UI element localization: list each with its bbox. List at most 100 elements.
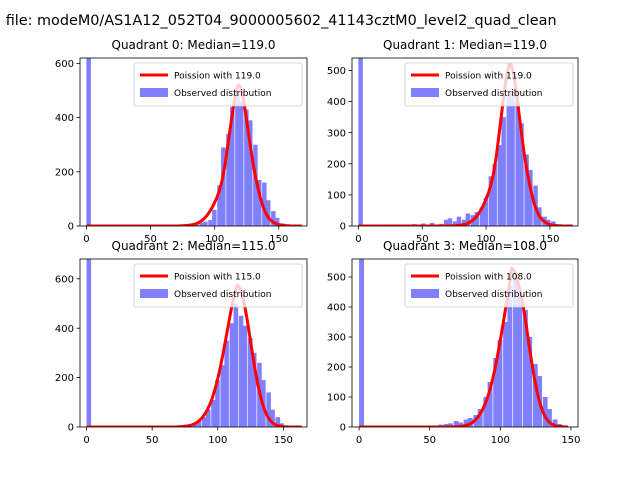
histogram-bar [358,58,363,226]
histogram-bar [220,365,225,427]
histogram-bar [479,207,485,226]
x-tick-label: 0 [83,435,89,446]
histogram-bar [453,421,459,427]
histogram-bar [226,133,231,226]
histogram-bar [429,222,435,226]
y-tick-label: 200 [327,363,346,374]
legend-box [404,62,574,107]
y-tick-label: 400 [55,324,74,335]
histogram-bar [465,213,471,226]
histogram-bar [251,352,257,427]
y-tick-label: 0 [68,222,74,233]
histogram-bar [253,144,258,226]
axes-frame [79,57,308,227]
figure-suptitle: n file: modeM0/AS1A12_052T04_9000005602_… [0,13,557,29]
x-tick-label: 150 [274,435,293,446]
x-tick-label: 150 [269,234,288,245]
poisson-fit-line [359,266,569,427]
x-tick-label: 100 [491,435,510,446]
histogram-bar [461,219,467,226]
x-tick-label: 100 [205,234,224,245]
y-tick-label: 300 [327,333,346,344]
histogram-bar [203,221,208,226]
legend-label: Poission with 108.0 [445,273,532,283]
x-tick-label: 150 [561,435,580,446]
x-tick-label: 50 [423,435,436,446]
y-tick-label: 200 [55,373,74,384]
legend-bar-swatch [140,88,168,97]
legend-label: Observed distribution [174,89,271,99]
legend-box [133,62,303,107]
histogram-bar [86,259,92,427]
histogram-bar [217,185,222,226]
histogram-bar [230,106,235,226]
subplot-title: Quadrant 1: Median=119.0 [383,38,547,52]
histogram-bar [457,422,463,427]
histogram-bar [270,409,275,427]
legend-box [404,263,574,308]
histogram-bar [443,219,449,226]
histogram-bar [233,303,239,427]
histogram-bar [266,392,271,427]
histogram-bar [212,209,217,226]
legend-label: Observed distribution [174,290,271,300]
histogram-bar [463,419,469,427]
poisson-fit-line [86,283,302,427]
histogram-bar [492,163,497,226]
histogram-bar [546,409,552,427]
subplot-quadrant-1: 0 50 100 150 0 100 200 300 400 500 Quadrant 1: Med… [327,38,579,245]
histogram-bar [474,212,480,226]
histogram-bar [86,58,91,226]
legend-bar-swatch [411,88,439,97]
y-tick-label: 0 [340,222,346,233]
histogram-bar [510,92,515,226]
y-tick-label: 100 [327,393,346,404]
histogram-bar [256,179,262,226]
histogram-bar [265,200,271,226]
subplot-quadrant-3: 0 50 100 150 0 100 200 300 400 500 Quadrant 3: Med… [327,239,581,446]
y-tick-label: 0 [340,423,346,434]
histogram-bar [238,315,244,427]
y-tick-label: 600 [55,274,74,285]
histogram-bar [274,217,280,226]
axes-frame [351,258,579,428]
subplot-quadrant-2: 0 50 100 150 0 200 400 600 Quadrant 2: Median=11… [55,239,308,446]
histogram-bar [221,147,226,226]
histogram-bar [477,409,483,427]
histogram-bar [503,322,509,427]
histogram-bar [224,340,229,427]
histogram-bar [517,292,523,427]
histogram-bar [532,364,538,427]
histogram-bar [497,340,503,427]
histogram-bar [205,409,211,427]
histogram-bar [487,382,493,427]
histogram-bar [235,90,240,226]
legend-box [133,263,303,308]
histogram-bar [447,218,453,226]
histogram-bar [202,417,207,427]
histogram-bar [507,286,513,427]
histogram-bar [501,117,506,226]
poisson-fit-line [358,62,573,226]
x-tick-label: 0 [356,435,362,446]
histogram-bar [483,397,489,427]
histogram-bar [244,109,249,226]
y-tick-label: 200 [55,167,74,178]
y-tick-label: 400 [327,97,346,108]
y-tick-label: 300 [327,128,346,139]
x-tick-label: 50 [146,435,159,446]
histogram-bar [248,120,253,226]
subplot-quadrant-0: 0 50 100 150 0 200 400 600 Quadrant 0: Median=11… [55,38,308,245]
y-tick-label: 500 [327,273,346,284]
histogram-bar [552,419,558,427]
x-tick-label: 100 [477,234,496,245]
axes-frame [79,258,308,428]
legend-label: Poission with 119.0 [445,72,532,82]
histogram-bar [456,216,462,226]
histogram-bar [196,420,202,427]
histogram-bar [488,176,494,226]
x-tick-label: 0 [83,234,89,245]
subplot-title: Quadrant 0: Median=119.0 [112,38,276,52]
histogram-bar [522,310,528,427]
histogram-bar [497,145,503,226]
